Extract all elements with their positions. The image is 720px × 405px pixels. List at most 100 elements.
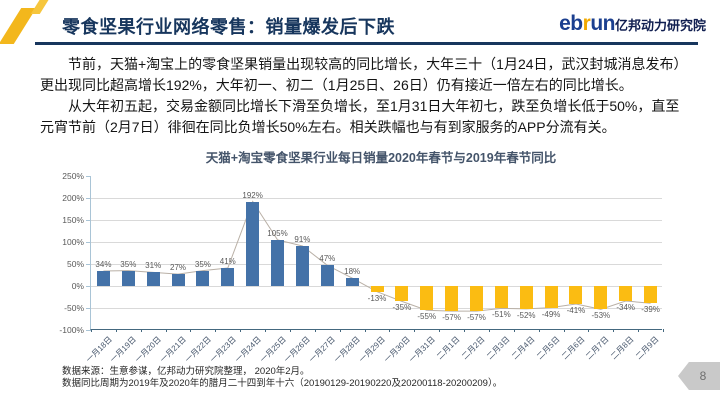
bar-value-label: 34% <box>95 260 112 270</box>
x-axis-label: 一月30日 <box>382 334 412 365</box>
x-axis-label: 一月27日 <box>307 334 338 365</box>
bar-二月3日 <box>494 286 508 309</box>
x-axis-label: 一月18日 <box>83 334 114 365</box>
bar-value-label: 105% <box>267 228 288 238</box>
y-axis-label: 100% <box>62 237 84 247</box>
x-axis-tick <box>190 329 192 332</box>
bar-value-label: 31% <box>145 261 162 271</box>
bar-一月24日 <box>246 201 260 286</box>
bar-value-label: -13% <box>367 293 387 303</box>
x-axis-tick <box>215 329 217 332</box>
gridline <box>91 198 662 199</box>
bar-二月6日 <box>569 286 583 305</box>
bar-一月26日 <box>295 245 309 286</box>
x-axis-tick <box>140 329 142 332</box>
x-axis-tick <box>389 329 391 332</box>
slash-small <box>30 0 53 14</box>
bar-value-label: -51% <box>492 310 511 320</box>
bar-一月22日 <box>196 270 210 286</box>
x-axis-label: 二月1日 <box>435 334 462 362</box>
y-axis-tick <box>86 286 91 287</box>
y-axis-tick <box>86 264 91 265</box>
bar-value-label: 18% <box>344 267 361 277</box>
y-axis-label: 250% <box>62 171 84 181</box>
bar-value-label: -53% <box>591 311 611 321</box>
bar-value-label: 47% <box>319 254 336 264</box>
bar-一月30日 <box>395 286 409 302</box>
y-axis-tick <box>86 242 91 243</box>
logo-text-eb: eb <box>559 12 583 35</box>
x-axis-label: 二月6日 <box>559 334 587 362</box>
x-axis-label: 二月4日 <box>509 334 537 362</box>
footnote-line-1: 数据来源：生意参谋，亿邦动力研究院整理， 2020年2月。 <box>62 366 310 377</box>
bar-一月28日 <box>345 278 359 286</box>
body-text: 节前，天猫+淘宝上的零食坚果销量出现较高的同比增长，大年三十（1月24日，武汉封… <box>40 54 692 138</box>
bar-一月20日 <box>146 272 160 286</box>
bar-value-label: -49% <box>541 309 561 319</box>
page-number-badge: 8 <box>678 362 720 390</box>
y-axis-label: -100% <box>59 325 84 335</box>
bar-二月2日 <box>469 286 483 312</box>
bar-一月21日 <box>171 274 185 286</box>
y-axis-label: 50% <box>66 259 84 269</box>
bar-一月25日 <box>271 239 285 286</box>
bar-value-label: 192% <box>242 190 263 200</box>
ebrun-logo: ebrun亿邦动力研究院 <box>559 12 706 36</box>
bar-value-label: -57% <box>467 313 486 323</box>
bar-value-label: -52% <box>516 310 536 320</box>
x-axis-label: 一月20日 <box>133 334 164 365</box>
bar-一月27日 <box>320 265 334 286</box>
logo-text-r: r <box>582 12 591 35</box>
y-axis-tick <box>86 308 91 309</box>
bar-二月9日 <box>644 286 658 304</box>
x-axis-tick <box>314 329 316 332</box>
x-axis-tick <box>91 329 92 332</box>
y-axis-tick <box>86 176 91 177</box>
page-title: 零食坚果行业网络零售：销量爆发后下跌 <box>62 17 395 37</box>
x-axis-label: 一月28日 <box>332 334 363 365</box>
x-axis-tick <box>613 329 615 332</box>
x-axis-tick <box>464 329 466 332</box>
x-axis-tick <box>563 329 565 332</box>
bar-value-label: -55% <box>417 312 437 322</box>
x-axis-tick <box>513 329 515 332</box>
x-axis-tick <box>115 329 117 332</box>
header-divider <box>35 42 698 45</box>
y-axis-tick <box>86 198 91 199</box>
x-axis-tick <box>663 329 664 332</box>
bar-value-label: 91% <box>294 234 311 244</box>
x-axis-tick <box>289 329 291 332</box>
x-axis-tick <box>339 329 341 332</box>
x-axis-label: 一月31日 <box>407 334 437 365</box>
bar-二月7日 <box>594 286 608 310</box>
x-axis-label: 一月22日 <box>183 334 213 365</box>
bar-一月23日 <box>221 267 235 286</box>
x-axis-label: 二月9日 <box>634 334 661 362</box>
bar-value-label: -34% <box>616 302 636 312</box>
paragraph-1: 节前，天猫+淘宝上的零食坚果销量出现较高的同比增长，大年三十（1月24日，武汉封… <box>40 56 688 93</box>
bar-二月5日 <box>544 286 558 308</box>
y-axis-tick <box>86 330 91 331</box>
y-axis-label: 200% <box>62 193 84 203</box>
bar-一月19日 <box>121 270 135 286</box>
x-axis-tick <box>439 329 441 332</box>
x-axis-tick <box>538 329 540 332</box>
x-axis-label: 二月8日 <box>609 334 636 362</box>
plot-area: 250% 200% 150% 100% 50% 0% -50% -100% 34% 35% 31% 2… <box>59 171 664 335</box>
bar-value-label: -41% <box>566 306 586 316</box>
bar-一月31日 <box>420 286 434 311</box>
logo-text-un: un <box>590 12 615 35</box>
gridline <box>91 242 662 243</box>
x-axis-tick <box>414 329 416 332</box>
x-axis-label: 二月3日 <box>484 334 512 362</box>
x-axis-label: 一月21日 <box>158 334 189 365</box>
x-axis-tick <box>265 329 267 332</box>
x-axis-label: 一月24日 <box>233 334 263 365</box>
x-axis-label: 二月5日 <box>534 334 562 362</box>
bar-value-label: 35% <box>120 259 137 269</box>
x-axis-label: 二月2日 <box>460 334 487 362</box>
footnote: 数据来源：生意参谋，亿邦动力研究院整理， 2020年2月。 数据同比周期为201… <box>62 366 502 389</box>
x-axis-label: 二月7日 <box>584 334 611 362</box>
bar-一月29日 <box>370 286 384 292</box>
